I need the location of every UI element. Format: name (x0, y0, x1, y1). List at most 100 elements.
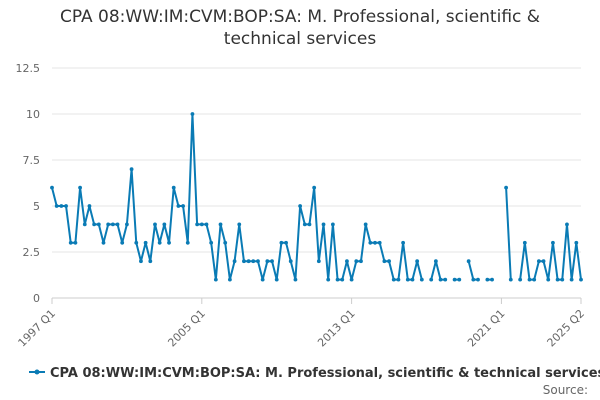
data-point[interactable] (391, 277, 396, 282)
data-point[interactable] (96, 222, 101, 227)
data-point[interactable] (232, 259, 237, 264)
data-point[interactable] (401, 240, 406, 245)
data-point[interactable] (345, 259, 349, 264)
data-point[interactable] (125, 222, 129, 227)
data-point[interactable] (143, 240, 148, 245)
data-point[interactable] (429, 277, 434, 282)
data-point[interactable] (387, 259, 391, 264)
data-point[interactable] (101, 240, 106, 245)
data-point[interactable] (565, 222, 569, 227)
data-point[interactable] (167, 240, 171, 245)
data-point[interactable] (396, 277, 401, 282)
data-point[interactable] (195, 222, 200, 227)
data-point[interactable] (199, 222, 204, 227)
data-point[interactable] (471, 277, 476, 282)
data-point[interactable] (288, 259, 293, 264)
data-point[interactable] (134, 240, 139, 245)
data-point[interactable] (298, 204, 303, 208)
data-point[interactable] (209, 240, 214, 245)
data-point[interactable] (522, 240, 527, 245)
data-point[interactable] (340, 277, 345, 282)
data-point[interactable] (508, 277, 513, 282)
data-point[interactable] (162, 222, 167, 227)
data-point[interactable] (373, 240, 377, 245)
data-point[interactable] (227, 277, 232, 282)
data-point[interactable] (293, 277, 298, 282)
data-point[interactable] (307, 222, 312, 227)
data-point[interactable] (335, 277, 340, 282)
data-point[interactable] (82, 222, 87, 227)
data-point[interactable] (574, 240, 579, 245)
data-point[interactable] (438, 277, 443, 282)
data-point[interactable] (466, 259, 471, 264)
data-point[interactable] (246, 259, 251, 264)
legend[interactable]: CPA 08:WW:IM:CVM:BOP:SA: M. Professional… (29, 366, 600, 381)
data-point[interactable] (415, 259, 420, 264)
data-point[interactable] (302, 222, 307, 227)
data-point[interactable] (546, 277, 551, 282)
data-point[interactable] (490, 277, 494, 282)
data-point[interactable] (536, 259, 541, 264)
data-point[interactable] (579, 277, 583, 282)
data-point[interactable] (54, 204, 59, 208)
data-point[interactable] (148, 259, 153, 264)
data-point[interactable] (87, 204, 92, 208)
data-point[interactable] (153, 222, 157, 227)
data-point[interactable] (73, 240, 78, 245)
data-point[interactable] (330, 222, 335, 227)
data-point[interactable] (115, 222, 120, 227)
data-point[interactable] (354, 259, 359, 264)
data-point[interactable] (349, 277, 354, 282)
data-point[interactable] (485, 277, 490, 282)
data-point[interactable] (476, 277, 480, 282)
data-point[interactable] (560, 277, 565, 282)
data-point[interactable] (242, 259, 246, 264)
data-point[interactable] (68, 240, 73, 245)
data-point[interactable] (181, 204, 185, 208)
data-point[interactable] (382, 259, 387, 264)
data-point[interactable] (504, 185, 508, 190)
data-point[interactable] (256, 259, 260, 264)
data-point[interactable] (64, 204, 68, 208)
data-point[interactable] (541, 259, 546, 264)
data-point[interactable] (50, 185, 54, 190)
data-point[interactable] (265, 259, 270, 264)
data-point[interactable] (185, 240, 190, 245)
data-point[interactable] (190, 112, 195, 116)
data-point[interactable] (569, 277, 574, 282)
data-point[interactable] (284, 240, 288, 245)
data-point[interactable] (377, 240, 382, 245)
data-point[interactable] (326, 277, 331, 282)
data-point[interactable] (551, 240, 555, 245)
data-point[interactable] (274, 277, 279, 282)
data-point[interactable] (419, 277, 424, 282)
data-point[interactable] (176, 204, 181, 208)
data-point[interactable] (139, 259, 143, 264)
data-point[interactable] (443, 277, 448, 282)
data-point[interactable] (359, 259, 363, 264)
data-point[interactable] (527, 277, 532, 282)
data-point[interactable] (433, 259, 438, 264)
data-point[interactable] (518, 277, 523, 282)
data-point[interactable] (120, 240, 125, 245)
data-point[interactable] (410, 277, 415, 282)
data-point[interactable] (237, 222, 242, 227)
data-point[interactable] (452, 277, 457, 282)
data-point[interactable] (157, 240, 162, 245)
data-point[interactable] (532, 277, 537, 282)
data-point[interactable] (270, 259, 274, 264)
data-point[interactable] (171, 185, 176, 190)
data-point[interactable] (218, 222, 223, 227)
data-point[interactable] (457, 277, 462, 282)
data-point[interactable] (110, 222, 115, 227)
data-point[interactable] (405, 277, 410, 282)
data-point[interactable] (260, 277, 265, 282)
data-point[interactable] (368, 240, 373, 245)
data-point[interactable] (78, 185, 82, 190)
data-point[interactable] (204, 222, 209, 227)
data-point[interactable] (213, 277, 218, 282)
data-point[interactable] (316, 259, 321, 264)
data-point[interactable] (555, 277, 560, 282)
data-point[interactable] (59, 204, 64, 208)
data-point[interactable] (251, 259, 256, 264)
